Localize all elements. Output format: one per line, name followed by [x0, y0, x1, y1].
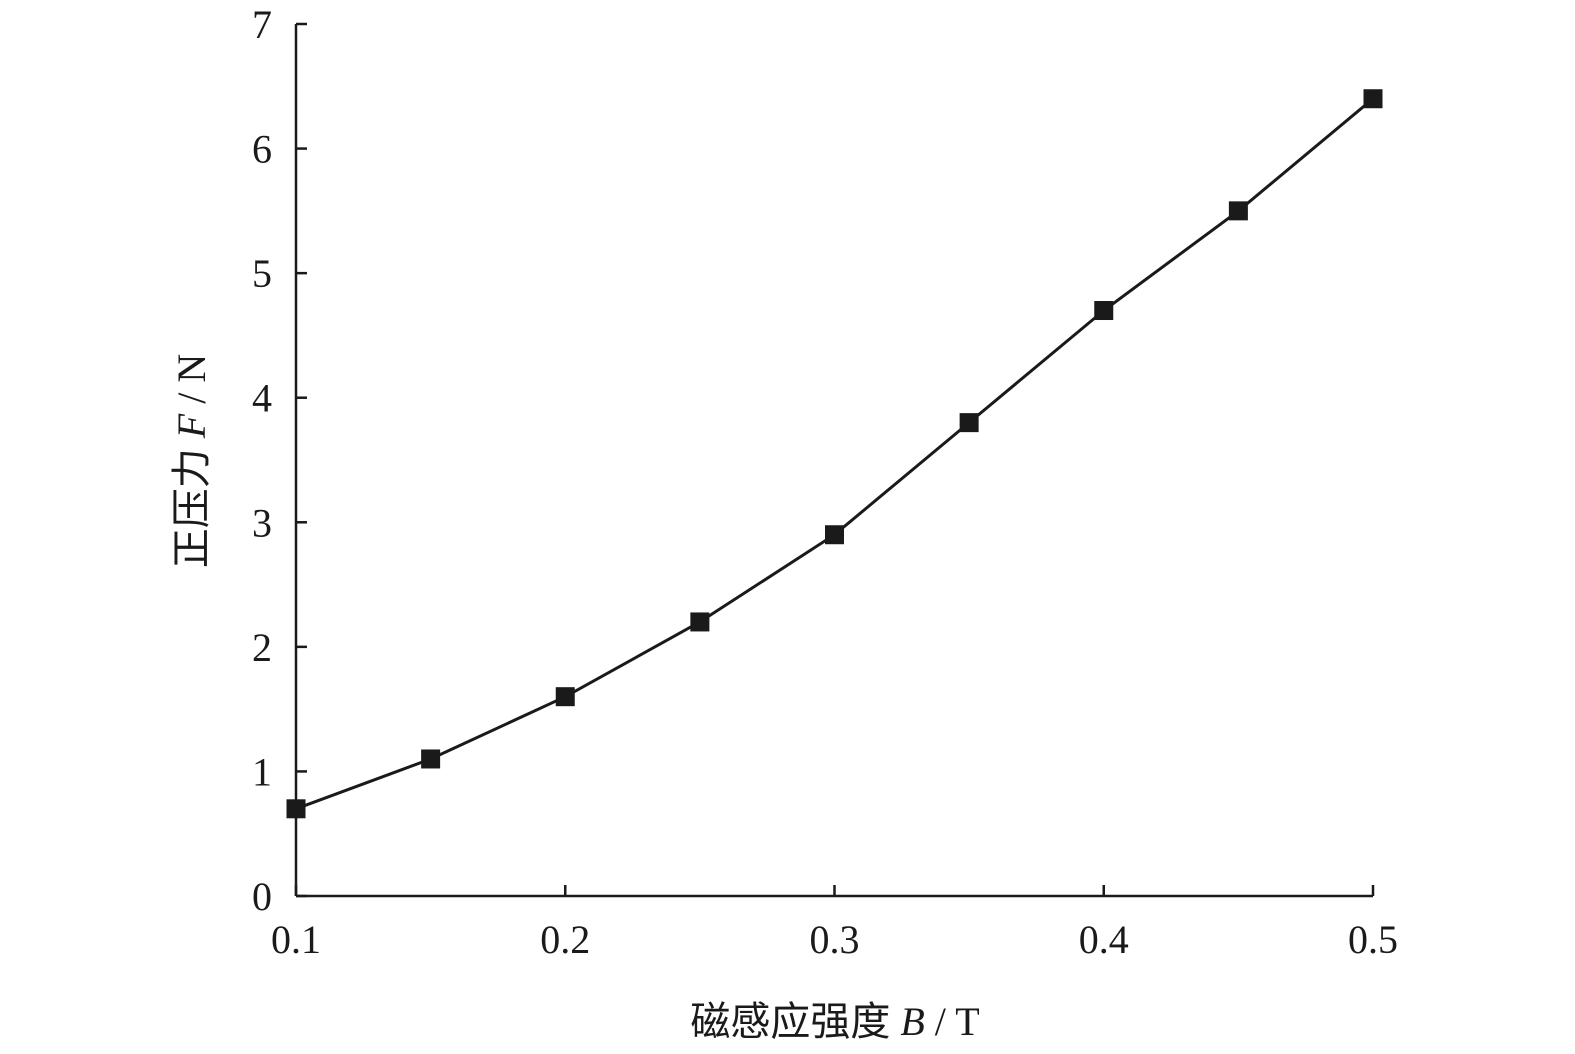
data-point-marker — [825, 525, 844, 545]
axes — [294, 24, 1373, 898]
data-point-marker — [286, 799, 306, 819]
data-point-marker — [421, 749, 441, 769]
x-tick-label: 0.2 — [540, 917, 590, 962]
data-point-marker — [690, 612, 710, 632]
x-tick-label: 0.1 — [271, 917, 321, 962]
data-point-marker — [959, 413, 979, 433]
data-point-marker — [555, 687, 575, 707]
y-tick-label: 6 — [252, 127, 272, 172]
y-tick-label: 0 — [252, 874, 272, 919]
y-tick-label: 7 — [252, 2, 272, 47]
y-tick-label: 3 — [252, 500, 272, 545]
y-tick-label: 1 — [252, 749, 272, 794]
x-axis-title: 磁感应强度 B / T — [690, 999, 979, 1044]
data-series — [286, 89, 1383, 819]
x-tick-label: 0.3 — [810, 917, 860, 962]
data-point-marker — [1228, 201, 1248, 221]
y-tick-label: 4 — [252, 376, 272, 421]
ticks: 0.1 0.2 0.3 0.4 0.5 0 1 2 3 4 5 6 7 — [252, 2, 1398, 962]
data-point-marker — [1363, 89, 1383, 109]
data-point-marker — [1094, 301, 1114, 321]
y-tick-label: 5 — [252, 251, 272, 296]
y-axis-title: 正压力 F / N — [169, 354, 214, 568]
series-line — [295, 97, 1374, 811]
x-tick-label: 0.5 — [1348, 917, 1398, 962]
y-tick-label: 2 — [252, 625, 272, 670]
x-tick-label: 0.4 — [1079, 917, 1129, 962]
